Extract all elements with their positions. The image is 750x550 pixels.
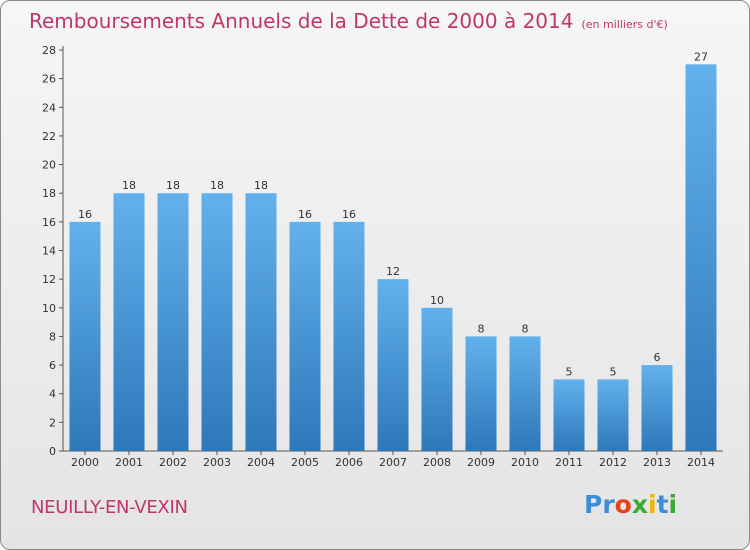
logo-letter: P <box>584 490 603 519</box>
bar-value-label: 16 <box>78 208 92 221</box>
x-tick-label: 2003 <box>203 456 231 469</box>
bar-value-label: 18 <box>166 179 180 192</box>
y-tick-label: 28 <box>42 44 56 57</box>
bar <box>69 221 101 451</box>
y-tick-label: 2 <box>49 416 56 429</box>
logo-letter: r <box>602 490 615 519</box>
bar <box>509 336 541 451</box>
y-tick-label: 22 <box>42 130 56 143</box>
bar-value-label: 18 <box>210 179 224 192</box>
bar <box>113 193 145 451</box>
bar-value-label: 10 <box>430 294 444 307</box>
bar <box>157 193 189 451</box>
x-tick-label: 2006 <box>335 456 363 469</box>
y-tick-label: 24 <box>42 101 56 114</box>
bar <box>289 221 321 451</box>
bar-value-label: 6 <box>654 351 661 364</box>
logo-letter: o <box>614 490 632 519</box>
bar-value-label: 8 <box>522 322 529 335</box>
x-tick-label: 2014 <box>687 456 715 469</box>
logo-letter: i <box>668 490 678 519</box>
bar <box>641 365 673 451</box>
x-tick-label: 2013 <box>643 456 671 469</box>
bar-value-label: 16 <box>298 208 312 221</box>
chart-title-text: Remboursements Annuels de la Dette de 20… <box>29 9 574 33</box>
commune-name: NEUILLY-EN-VEXIN <box>31 497 188 518</box>
bar <box>553 379 585 451</box>
x-tick-label: 2007 <box>379 456 407 469</box>
y-tick-label: 0 <box>49 445 56 458</box>
chart-title: Remboursements Annuels de la Dette de 20… <box>29 9 668 33</box>
chart-unit: (en milliers d'€) <box>581 18 668 31</box>
y-tick-label: 16 <box>42 216 56 229</box>
y-tick-label: 8 <box>49 330 56 343</box>
x-tick-label: 2009 <box>467 456 495 469</box>
bar <box>421 307 453 451</box>
x-tick-label: 2008 <box>423 456 451 469</box>
bar <box>333 221 365 451</box>
bar-value-label: 8 <box>478 322 485 335</box>
y-tick-label: 26 <box>42 73 56 86</box>
y-tick-label: 6 <box>49 359 56 372</box>
bar-value-label: 5 <box>610 365 617 378</box>
x-tick-label: 2004 <box>247 456 275 469</box>
proxiti-logo: Proxiti <box>584 490 677 519</box>
bar <box>685 64 717 452</box>
bar <box>377 279 409 451</box>
bar-value-label: 18 <box>122 179 136 192</box>
bar-value-label: 18 <box>254 179 268 192</box>
bar-value-label: 16 <box>342 208 356 221</box>
bar <box>245 193 277 451</box>
x-tick-label: 2010 <box>511 456 539 469</box>
x-tick-label: 2001 <box>115 456 143 469</box>
y-tick-label: 12 <box>42 273 56 286</box>
bar-value-label: 5 <box>566 365 573 378</box>
x-tick-label: 2000 <box>71 456 99 469</box>
bar-value-label: 12 <box>386 265 400 278</box>
logo-letter: t <box>656 490 669 519</box>
y-tick-label: 10 <box>42 302 56 315</box>
logo-letter: i <box>648 490 657 519</box>
x-tick-label: 2002 <box>159 456 187 469</box>
bar <box>201 193 233 451</box>
y-tick-label: 4 <box>49 388 56 401</box>
bar <box>465 336 497 451</box>
y-tick-label: 14 <box>42 245 56 258</box>
y-tick-label: 20 <box>42 159 56 172</box>
y-tick-label: 18 <box>42 187 56 200</box>
bar-value-label: 27 <box>694 50 708 63</box>
logo-letter: x <box>631 490 648 519</box>
x-tick-label: 2005 <box>291 456 319 469</box>
x-tick-label: 2011 <box>555 456 583 469</box>
x-tick-label: 2012 <box>599 456 627 469</box>
bar <box>597 379 629 451</box>
